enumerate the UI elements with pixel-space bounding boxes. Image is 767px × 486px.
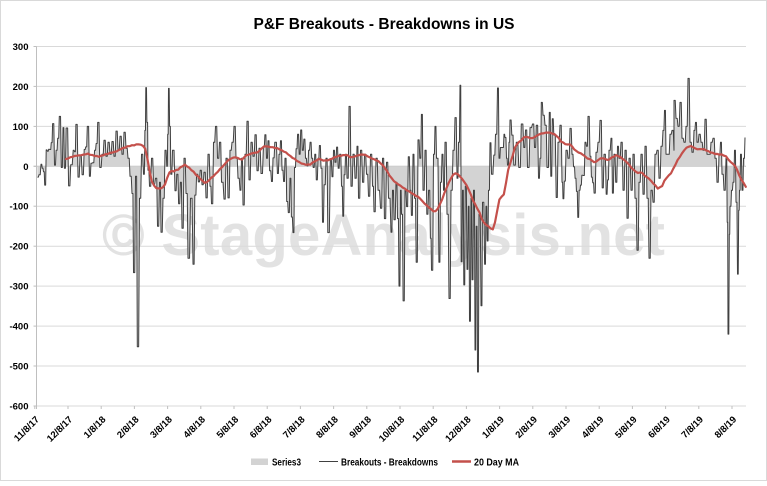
- svg-text:-600: -600: [9, 402, 28, 413]
- svg-text:Series3: Series3: [272, 458, 301, 469]
- svg-text:20 Day MA: 20 Day MA: [474, 458, 519, 469]
- svg-text:Breakouts - Breakdowns: Breakouts - Breakdowns: [341, 458, 438, 469]
- svg-text:P&F Breakouts - Breakdowns in: P&F Breakouts - Breakdowns in US: [254, 16, 515, 33]
- svg-text:-200: -200: [9, 242, 28, 253]
- svg-text:-400: -400: [9, 322, 28, 333]
- svg-text:© StageAnalysis.net: © StageAnalysis.net: [102, 203, 665, 268]
- svg-text:100: 100: [13, 122, 29, 133]
- svg-text:0: 0: [23, 162, 28, 173]
- svg-text:300: 300: [13, 42, 29, 53]
- svg-text:200: 200: [13, 82, 29, 93]
- svg-text:-300: -300: [9, 282, 28, 293]
- svg-text:-100: -100: [9, 202, 28, 213]
- svg-text:-500: -500: [9, 362, 28, 373]
